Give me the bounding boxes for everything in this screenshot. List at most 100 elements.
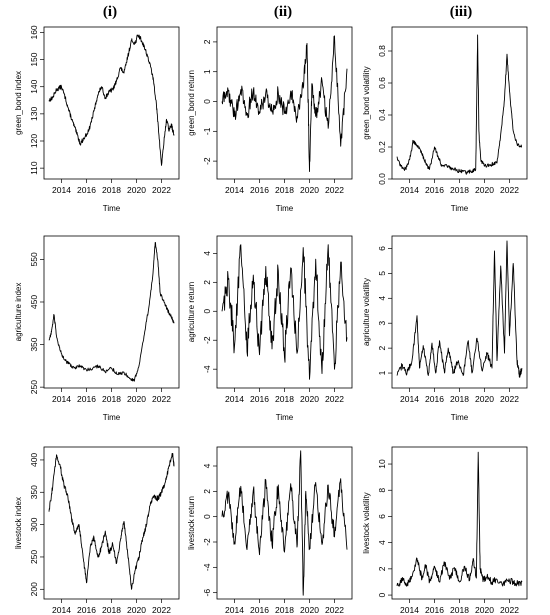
panel-r3c1-ytick-label: 400	[29, 453, 39, 467]
panel-r1c1-ytick-label: 140	[29, 79, 39, 93]
panel-r1c3-ytick-label: 0.0	[377, 173, 387, 185]
panel-r2c3-ytick-label: 2	[377, 345, 387, 350]
panel-r1c1-xtick-label: 2014	[52, 185, 71, 195]
panel-r3c2-series-line	[221, 450, 348, 596]
panel-r2c1-ytick-label: 250	[29, 380, 39, 394]
panel-r2c3-xtick-label: 2018	[450, 394, 469, 404]
panel-r2c3-xlabel: Time	[451, 413, 469, 422]
panel-r2c2-ytick-label: -4	[202, 365, 212, 373]
panel-r3c3-ytick-label: 6	[377, 514, 387, 519]
panel-r3c2-ytick-label: 2	[202, 489, 212, 494]
panel-r1c3-frame	[391, 26, 528, 180]
panel-r2c2-xtick-label: 2014	[225, 394, 244, 404]
panel-r2c2-ytick-label: 2	[202, 280, 212, 285]
panel-r1c1-xtick-label: 2022	[152, 185, 171, 195]
panel-r3c2-xtick-label: 2018	[275, 605, 294, 615]
panel-r2c1-series-line	[48, 241, 175, 382]
panel-r3c1-xtick-label: 2016	[77, 605, 96, 615]
panel-r3c3-ytick-label: 10	[377, 459, 387, 469]
panel-r2c2-ytick-label: 0	[202, 309, 212, 314]
panel-r3c3-ytick-label: 0	[377, 592, 387, 597]
panel-r2c2-xtick-label: 2020	[300, 394, 319, 404]
panel-r1c1-ytick-label: 160	[29, 25, 39, 39]
panel-r2c1-xtick-label: 2022	[152, 394, 171, 404]
panel-r2c3-ylabel: agriculture volatility	[362, 278, 371, 346]
panel-r2c3-series-line	[396, 240, 523, 378]
panel-r1c2-ytick-label: -1	[202, 127, 212, 135]
panel-r2c1-xtick-label: 2018	[102, 394, 121, 404]
panel-r1c1-ylabel: green_bond index	[14, 71, 23, 135]
panel-r1c3-xtick-label: 2018	[450, 185, 469, 195]
panel-r1c1-series-line	[48, 34, 175, 166]
panel-r1c2-xtick-label: 2018	[275, 185, 294, 195]
panel-r1c1-xlabel: Time	[103, 204, 121, 213]
panel-r2c3-xtick-label: 2014	[400, 394, 419, 404]
panel-r2c1-ytick-label: 450	[29, 295, 39, 309]
panel-r2c2-xtick-label: 2018	[275, 394, 294, 404]
panel-r3c1-frame	[43, 446, 180, 600]
panel-r1c2-ytick-label: -2	[202, 157, 212, 165]
panel-r1c2-xlabel: Time	[276, 204, 294, 213]
panel-r3c3-ytick-label: 8	[377, 488, 387, 493]
panel-r3c2-xtick-label: 2020	[300, 605, 319, 615]
panel-r2c1-xtick-label: 2014	[52, 394, 71, 404]
panel-r3c2-ytick-label: -2	[202, 538, 212, 546]
panel-r2c3-ytick-label: 5	[377, 271, 387, 276]
panel-r3c3-xtick-label: 2022	[500, 605, 519, 615]
panel-r3c1-xtick-label: 2022	[152, 605, 171, 615]
panel-r3c2-ytick-label: 0	[202, 514, 212, 519]
panel-r1c2-xtick-label: 2022	[325, 185, 344, 195]
panel-r1c1-frame	[43, 26, 180, 180]
panel-r3c3-xtick-label: 2016	[425, 605, 444, 615]
panel-r2c2-xtick-label: 2016	[250, 394, 269, 404]
panel-r3c2-ytick-label: -4	[202, 563, 212, 571]
panel-r3c3-xtick-label: 2020	[475, 605, 494, 615]
panel-r2c2-ytick-label: -2	[202, 336, 212, 344]
panel-r1c1-ytick-label: 120	[29, 134, 39, 148]
panel-r2c3-ytick-label: 1	[377, 370, 387, 375]
panel-r2c2-xlabel: Time	[276, 413, 294, 422]
panel-r1c2-ytick-label: 0	[202, 99, 212, 104]
panel-r2c1-xlabel: Time	[103, 413, 121, 422]
panel-r3c1-ytick-label: 350	[29, 485, 39, 499]
panel-r1c2-ylabel: green_bond return	[187, 70, 196, 136]
panel-r3c3-xtick-label: 2014	[400, 605, 419, 615]
panel-r1c2-series-line	[221, 35, 348, 172]
column-header-ii: (ii)	[273, 4, 293, 20]
panel-r1c1-ytick-label: 150	[29, 52, 39, 66]
panel-r1c3-xtick-label: 2016	[425, 185, 444, 195]
panel-r2c3-xtick-label: 2016	[425, 394, 444, 404]
panel-r2c3-xtick-label: 2022	[500, 394, 519, 404]
panel-r1c3-series-line	[396, 34, 523, 175]
panel-r1c3-xlabel: Time	[451, 204, 469, 213]
panel-r3c2-xtick-label: 2016	[250, 605, 269, 615]
panel-r1c2-ytick-label: 1	[202, 69, 212, 74]
panel-r1c3-xtick-label: 2014	[400, 185, 419, 195]
panel-r3c3-ytick-label: 4	[377, 540, 387, 545]
panel-r3c3-ytick-label: 2	[377, 566, 387, 571]
panel-r2c3-ytick-label: 3	[377, 321, 387, 326]
panel-r1c2-ytick-label: 2	[202, 39, 212, 44]
panel-r3c1-xtick-label: 2018	[102, 605, 121, 615]
panel-r1c3-xtick-label: 2020	[475, 185, 494, 195]
panel-r3c3-ylabel: livestock volatility	[362, 492, 371, 553]
panel-r3c1-ylabel: livestock index	[14, 497, 23, 549]
panel-r1c1-ytick-label: 130	[29, 106, 39, 120]
panel-r1c3-ytick-label: 0.8	[377, 45, 387, 57]
panel-r1c1-xtick-label: 2020	[127, 185, 146, 195]
panel-r2c2-ytick-label: 4	[202, 251, 212, 256]
panel-r2c1-xtick-label: 2020	[127, 394, 146, 404]
panel-r1c3-ytick-label: 0.4	[377, 109, 387, 121]
panel-r1c1-xtick-label: 2016	[77, 185, 96, 195]
panel-r2c2-ylabel: agriculture return	[187, 282, 196, 342]
panel-r2c1-xtick-label: 2016	[77, 394, 96, 404]
panel-r1c2-xtick-label: 2016	[250, 185, 269, 195]
panel-r3c2-ylabel: livestock return	[187, 496, 196, 550]
panel-r3c2-ytick-label: -6	[202, 589, 212, 597]
panel-r2c1-ytick-label: 550	[29, 252, 39, 266]
panel-r3c1-ytick-label: 200	[29, 582, 39, 596]
panel-r1c3-xtick-label: 2022	[500, 185, 519, 195]
panel-r1c3-ytick-label: 0.6	[377, 77, 387, 89]
panel-r2c1-ylabel: agriculture index	[14, 283, 23, 342]
